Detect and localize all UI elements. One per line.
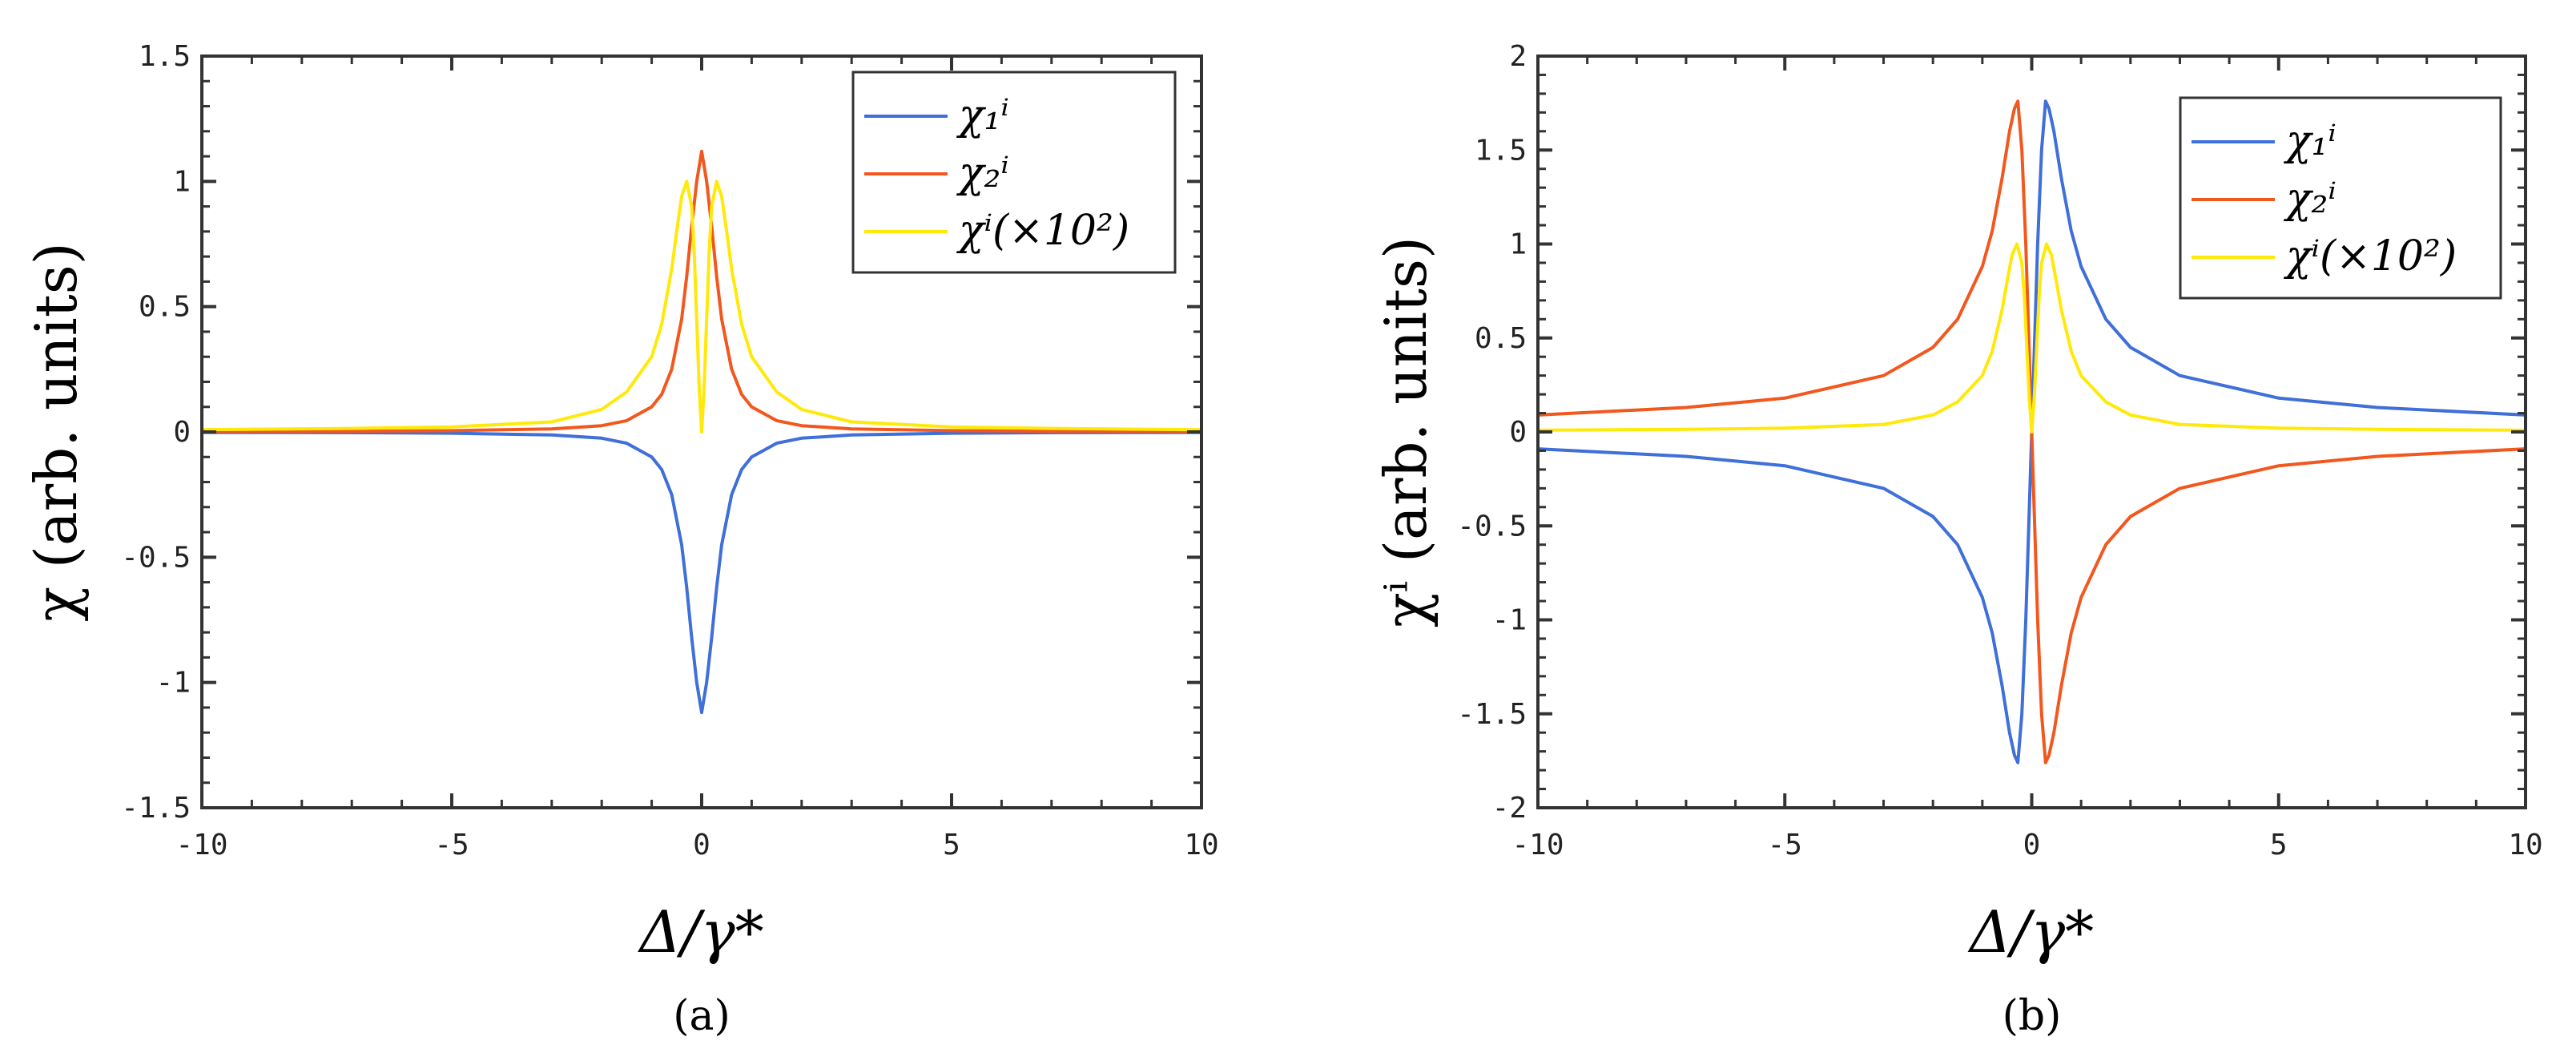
x-tick-label: 0 [2023, 829, 2041, 861]
y-tick-label: -0.5 [1457, 510, 1527, 543]
y-axis-title: χⁱ (arb. units) [1372, 236, 1439, 627]
x-tick-label: 0 [693, 829, 710, 861]
y-tick-label: 1 [1509, 228, 1527, 261]
x-tick-label: 10 [2508, 829, 2542, 861]
legend-label-3: χⁱ(×10²) [956, 207, 1129, 255]
y-tick-label: 0.5 [1475, 322, 1527, 355]
x-tick-label: -5 [1768, 829, 1802, 861]
y-tick-label: -1.5 [121, 792, 191, 825]
y-tick-label: -1 [1492, 604, 1527, 637]
legend: χ₁ⁱ χ₂ⁱ χⁱ(×10²) [851, 71, 1177, 274]
series-line-3 [200, 180, 1203, 434]
x-axis-title: Δ/γ* [1967, 898, 2094, 966]
y-tick-label: -1.5 [1457, 698, 1527, 731]
x-tick-label: 5 [943, 829, 960, 861]
y-tick-label: 0 [1509, 416, 1527, 449]
y-tick-label: 1 [173, 165, 191, 198]
legend-label-2: χ₂ⁱ [2283, 175, 2337, 223]
x-tick-label: -10 [1511, 829, 1564, 861]
legend-label-1: χ₁ⁱ [2283, 117, 2337, 165]
series-line-1 [200, 430, 1203, 715]
legend: χ₁ⁱ χ₂ⁱ χⁱ(×10²) [2179, 96, 2502, 300]
legend-label-3: χⁱ(×10²) [2283, 232, 2457, 280]
y-tick-label: -0.5 [121, 541, 191, 574]
y-tick-label: 1.5 [1475, 134, 1527, 167]
y-tick-label: 0 [173, 416, 191, 449]
y-tick-label: -2 [1492, 792, 1527, 825]
y-axis-title: χ (arb. units) [22, 242, 90, 622]
y-tick-label: -1 [156, 667, 191, 700]
y-tick-label: 0.5 [139, 291, 191, 324]
chart-panel-b: -10 -5 0 5 10 -2 -1.5 -1 -0.5 0 0.5 1 1.5 2 Δ/γ* χⁱ (ar… [1372, 40, 2543, 1040]
x-tick-label: -5 [434, 829, 469, 861]
series-line-3 [1536, 242, 2527, 434]
y-tick-label: 2 [1509, 40, 1527, 73]
y-tick-label: 1.5 [139, 40, 191, 73]
x-tick-label: 5 [2270, 829, 2288, 861]
legend-label-1: χ₁ⁱ [956, 91, 1009, 139]
panel-caption: (a) [673, 992, 731, 1040]
chart-panel-a: -10 -5 0 5 10 -1.5 -1 -0.5 0 0.5 1 1.5 Δ/γ* χ (arb. u… [22, 40, 1219, 1040]
x-tick-label: -10 [175, 829, 227, 861]
x-axis-title: Δ/γ* [637, 898, 763, 966]
legend-label-2: χ₂ⁱ [956, 149, 1009, 197]
panel-caption: (b) [2002, 992, 2062, 1040]
series-line-2 [200, 149, 1203, 434]
x-tick-label: 10 [1184, 829, 1218, 861]
